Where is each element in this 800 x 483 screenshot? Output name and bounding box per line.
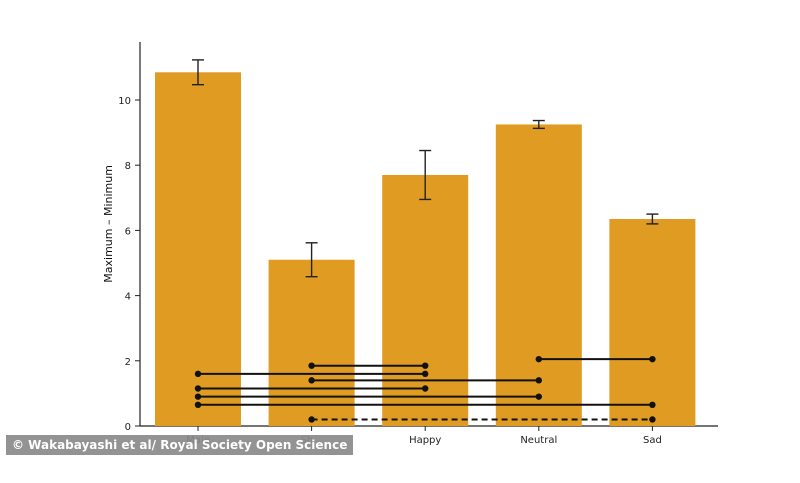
comparison-endpoint: [649, 355, 656, 363]
y-axis-title: Maximum – Minimum: [102, 165, 115, 283]
comparison-endpoint: [649, 416, 656, 423]
bar: [495, 124, 582, 426]
x-tick-label: Neutral: [520, 435, 557, 446]
y-tick-label: 0: [125, 422, 131, 433]
y-tick-label: 10: [118, 96, 131, 107]
comparison-endpoint: [308, 362, 315, 369]
x-tick-label: Sad: [643, 435, 662, 446]
comparison-endpoint: [194, 393, 202, 400]
y-tick-label: 6: [125, 226, 131, 237]
comparison-endpoint: [194, 370, 202, 378]
y-tick-label: 4: [125, 292, 131, 303]
comparison-endpoint: [535, 377, 542, 384]
bar: [382, 174, 469, 426]
y-tick-label: 8: [125, 161, 131, 172]
y-tick-label: 2: [125, 357, 131, 368]
x-tick-label: Happy: [409, 435, 441, 446]
comparison-endpoint: [535, 393, 542, 400]
comparison-endpoint: [308, 416, 315, 423]
comparison-endpoint: [535, 355, 542, 363]
comparison-endpoint: [194, 385, 202, 392]
image-credit: © Wakabayashi et al/ Royal Society Open …: [6, 435, 354, 455]
comparison-endpoint: [422, 362, 429, 369]
comparison-endpoint: [422, 385, 429, 392]
comparison-endpoint: [194, 401, 202, 409]
comparison-endpoint: [422, 370, 429, 378]
comparison-endpoint: [308, 377, 315, 384]
bar: [155, 72, 241, 426]
bar: [268, 259, 355, 426]
bar: [609, 218, 696, 426]
comparison-endpoint: [649, 401, 656, 409]
